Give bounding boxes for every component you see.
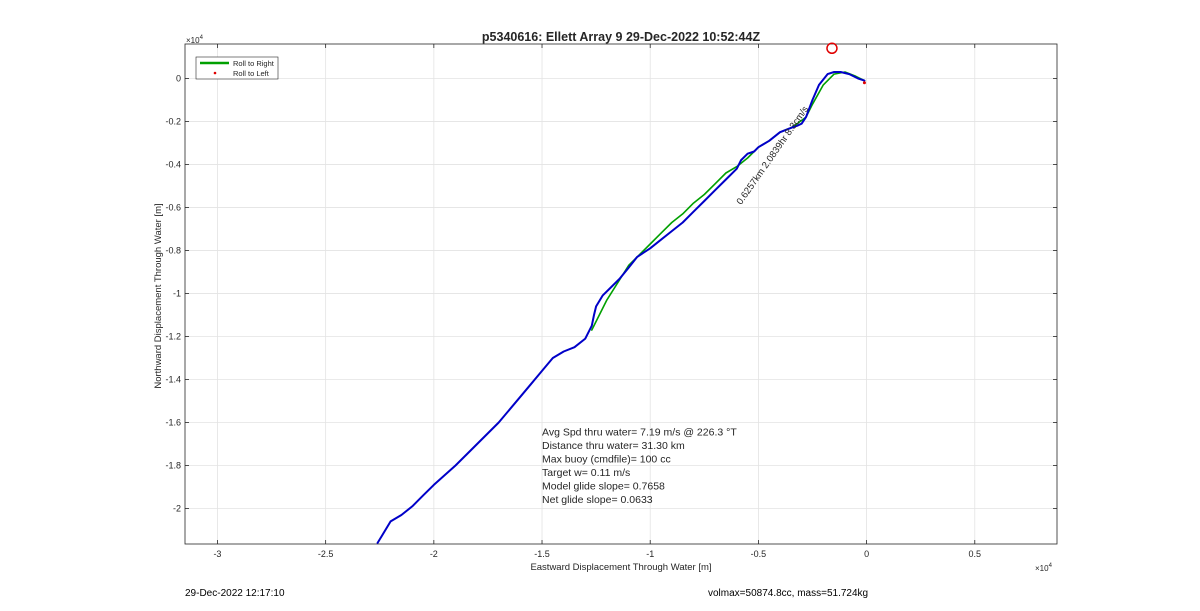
- x-exponent-base: ×10: [1035, 564, 1049, 573]
- x-tick-label: 0: [864, 549, 869, 559]
- y-tick-label: -0.4: [165, 159, 181, 169]
- y-tick-label: -0.8: [165, 245, 181, 255]
- y-tick-label: -1.2: [165, 331, 181, 341]
- x-axis-label: Eastward Displacement Through Water [m]: [530, 562, 711, 573]
- y-tick-label: -1.8: [165, 461, 181, 471]
- stats-line: Distance thru water= 31.30 km: [542, 440, 685, 452]
- footer-date: 29-Dec-2022 12:17:10: [185, 588, 285, 599]
- series-line-roll-right: [590, 71, 866, 331]
- y-tick-label: -2: [173, 504, 181, 514]
- chart-title: p5340616: Ellett Array 9 29-Dec-2022 10:…: [482, 30, 761, 44]
- x-exponent-power: 4: [1049, 563, 1053, 569]
- start-marker: [826, 42, 838, 55]
- stats-line: Avg Spd thru water= 7.19 m/s @ 226.3 °T: [542, 426, 737, 438]
- y-tick-label: -1.6: [165, 417, 181, 427]
- y-axis-label: Northward Displacement Through Water [m]: [153, 203, 164, 388]
- x-tick-label: -2.5: [318, 549, 334, 559]
- stats-line: Model glide slope= 0.7658: [542, 480, 665, 492]
- stats-block: Avg Spd thru water= 7.19 m/s @ 226.3 °T D…: [542, 426, 737, 506]
- x-tick-label: -3: [213, 549, 221, 559]
- stats-line: Target w= 0.11 m/s: [542, 467, 630, 479]
- y-exponent-power: 4: [200, 35, 204, 41]
- series-line-track: [376, 71, 866, 544]
- y-axis-ticks: 0 -0.2 -0.4 -0.6 -0.8 -1 -1.2 -1.4 -1.6 -1.8 -2: [165, 73, 1057, 514]
- stats-line: Net glide slope= 0.0633: [542, 494, 653, 506]
- stats-line: Max buoy (cmdfile)= 100 cc: [542, 453, 671, 465]
- x-axis-ticks: -3 -2.5 -2 -1.5 -1 -0.5 0 0.5: [213, 44, 981, 559]
- y-tick-label: -0.2: [165, 116, 181, 126]
- legend-swatch-roll-left: [213, 71, 217, 75]
- legend: Roll to Right Roll to Left: [195, 56, 279, 80]
- footer-mass-info: volmax=50874.8cc, mass=51.724kg: [708, 588, 869, 599]
- x-exponent-label: ×104: [1035, 563, 1053, 573]
- legend-label-roll-right: Roll to Right: [233, 59, 275, 68]
- y-exponent-base: ×10: [186, 36, 200, 45]
- grid-layer: [185, 44, 1057, 544]
- y-tick-label: -1: [173, 288, 181, 298]
- roll-left-point: [862, 81, 866, 85]
- x-tick-label: -0.5: [751, 549, 767, 559]
- y-tick-label: -0.6: [165, 202, 181, 212]
- plot-frame: [184, 43, 1058, 545]
- y-tick-label: -1.4: [165, 374, 181, 384]
- x-tick-label: -2: [430, 549, 438, 559]
- x-tick-label: 0.5: [969, 549, 982, 559]
- x-tick-label: -1: [646, 549, 654, 559]
- series-layer: [376, 71, 866, 544]
- legend-label-roll-left: Roll to Left: [233, 69, 270, 78]
- y-exponent-label: ×104: [186, 35, 204, 45]
- y-tick-label: 0: [176, 73, 181, 83]
- x-tick-label: -1.5: [534, 549, 550, 559]
